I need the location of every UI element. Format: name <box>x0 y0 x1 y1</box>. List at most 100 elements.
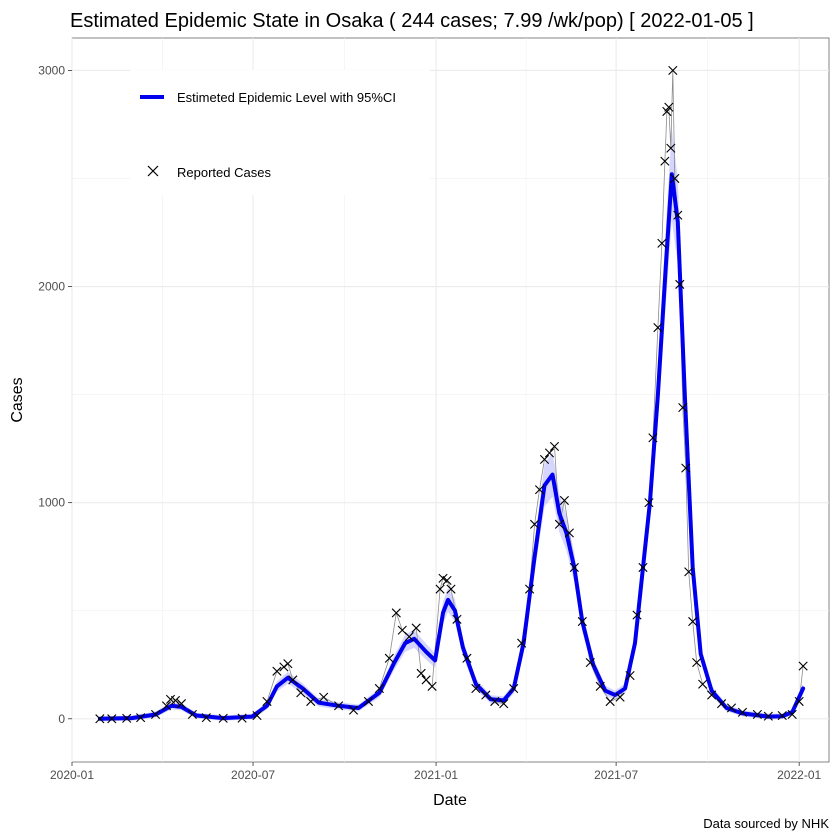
reported-case-point <box>668 65 678 76</box>
estimated-level-line <box>97 172 806 721</box>
reported-case-point <box>559 495 569 506</box>
x-tick-label: 2020-01 <box>50 768 94 782</box>
reported-case-point <box>692 657 702 668</box>
legend: Estimeted Epidemic Level with 95%CI Repo… <box>130 70 430 195</box>
legend-label-estimate: Estimeted Epidemic Level with 95%CI <box>177 90 396 105</box>
reported-case-point <box>442 575 452 586</box>
y-tick-label: 3000 <box>38 63 65 77</box>
y-axis: 0 1000 2000 3000 <box>38 63 72 726</box>
reported-case-point <box>763 711 773 721</box>
reported-case-point <box>726 703 737 713</box>
reported-case-point <box>201 713 211 723</box>
reported-case-point <box>161 701 172 711</box>
caption: Data sourced by NHK <box>703 816 829 831</box>
legend-x-swatch <box>147 165 159 177</box>
reported-case-point <box>666 143 676 153</box>
reported-case-point <box>787 709 797 720</box>
reported-case-point <box>625 670 635 681</box>
reported-case-point <box>794 696 804 707</box>
reported-case-markers <box>95 65 808 724</box>
reported-case-point <box>653 323 663 333</box>
reported-case-point <box>416 668 426 678</box>
chart-title: Estimated Epidemic State in Osaka ( 244 … <box>70 10 754 32</box>
x-tick-label: 2021-07 <box>594 768 638 782</box>
reported-case-point <box>675 279 685 289</box>
reported-case-point <box>391 608 401 618</box>
reported-case-point <box>446 584 456 594</box>
reported-case-point <box>170 695 181 705</box>
y-tick-label: 0 <box>58 712 65 726</box>
legend-box <box>130 70 430 195</box>
reported-case-point <box>605 696 615 707</box>
reported-case-point <box>95 714 105 724</box>
reported-case-point <box>644 498 654 508</box>
reported-case-point <box>777 710 787 721</box>
reported-case-point <box>678 402 688 413</box>
reported-case-point <box>509 683 519 694</box>
reported-case-point <box>632 610 642 620</box>
reported-case-point <box>673 210 683 220</box>
y-axis-title: Cases <box>9 377 26 422</box>
reported-case-point <box>524 584 535 594</box>
reported-case-point <box>752 709 762 720</box>
reported-case-point <box>569 562 579 573</box>
reported-case-point <box>319 692 329 702</box>
reported-case-point <box>554 519 565 529</box>
reported-case-point <box>471 683 481 694</box>
reported-case-point <box>638 562 648 573</box>
x-axis-title: Date <box>433 792 467 809</box>
reported-case-point <box>122 713 132 723</box>
reported-case-point <box>283 659 293 669</box>
reported-case-point <box>107 714 117 724</box>
major-gridlines <box>71 38 829 762</box>
reported-case-point <box>296 688 306 698</box>
reported-case-point <box>595 681 605 691</box>
x-axis: 2020-01 2020-07 2021-01 2021-07 2022-01 <box>50 762 821 782</box>
reported-case-point <box>452 614 462 624</box>
reported-case-point <box>577 616 587 627</box>
reported-case-point <box>374 683 384 694</box>
reported-case-point <box>684 567 694 577</box>
reported-case-point <box>363 696 374 707</box>
reported-case-point <box>549 441 560 452</box>
y-tick-label: 2000 <box>38 280 65 294</box>
reported-case-point <box>664 102 674 112</box>
reported-case-point <box>348 705 359 715</box>
x-tick-label: 2020-07 <box>231 768 275 782</box>
reported-case-point <box>737 707 748 717</box>
reported-case-point <box>334 701 344 711</box>
y-tick-label: 1000 <box>38 496 65 510</box>
reported-case-point <box>585 657 595 668</box>
reported-case-point <box>539 454 550 465</box>
reported-case-point <box>176 699 187 709</box>
reported-case-point <box>688 616 698 627</box>
reported-case-point <box>384 653 394 663</box>
reported-case-point <box>681 463 691 473</box>
reported-case-point <box>648 433 658 443</box>
reported-case-point <box>306 696 316 707</box>
reported-case-point <box>798 661 808 671</box>
reported-case-point <box>490 696 500 707</box>
reported-case-point <box>544 448 555 458</box>
reported-case-point <box>499 699 509 709</box>
reported-case-point <box>564 528 574 538</box>
reported-case-point <box>435 584 445 594</box>
estimate-line-path <box>97 172 806 721</box>
reported-case-point <box>707 690 717 700</box>
reported-case-point <box>411 623 421 633</box>
reported-case-point <box>272 666 282 676</box>
reported-case-point <box>288 675 298 685</box>
reported-case-point <box>462 653 472 663</box>
reported-case-point <box>517 638 527 648</box>
reported-case-point <box>262 696 272 707</box>
reported-case-point <box>615 692 625 702</box>
reported-case-point <box>716 699 727 709</box>
reported-case-point <box>481 690 491 700</box>
reported-case-point <box>534 485 545 495</box>
reported-case-point <box>237 713 247 723</box>
x-tick-label: 2021-01 <box>414 768 458 782</box>
x-tick-label: 2022-01 <box>777 768 821 782</box>
reported-case-point <box>660 156 670 166</box>
reported-case-point <box>529 519 540 529</box>
